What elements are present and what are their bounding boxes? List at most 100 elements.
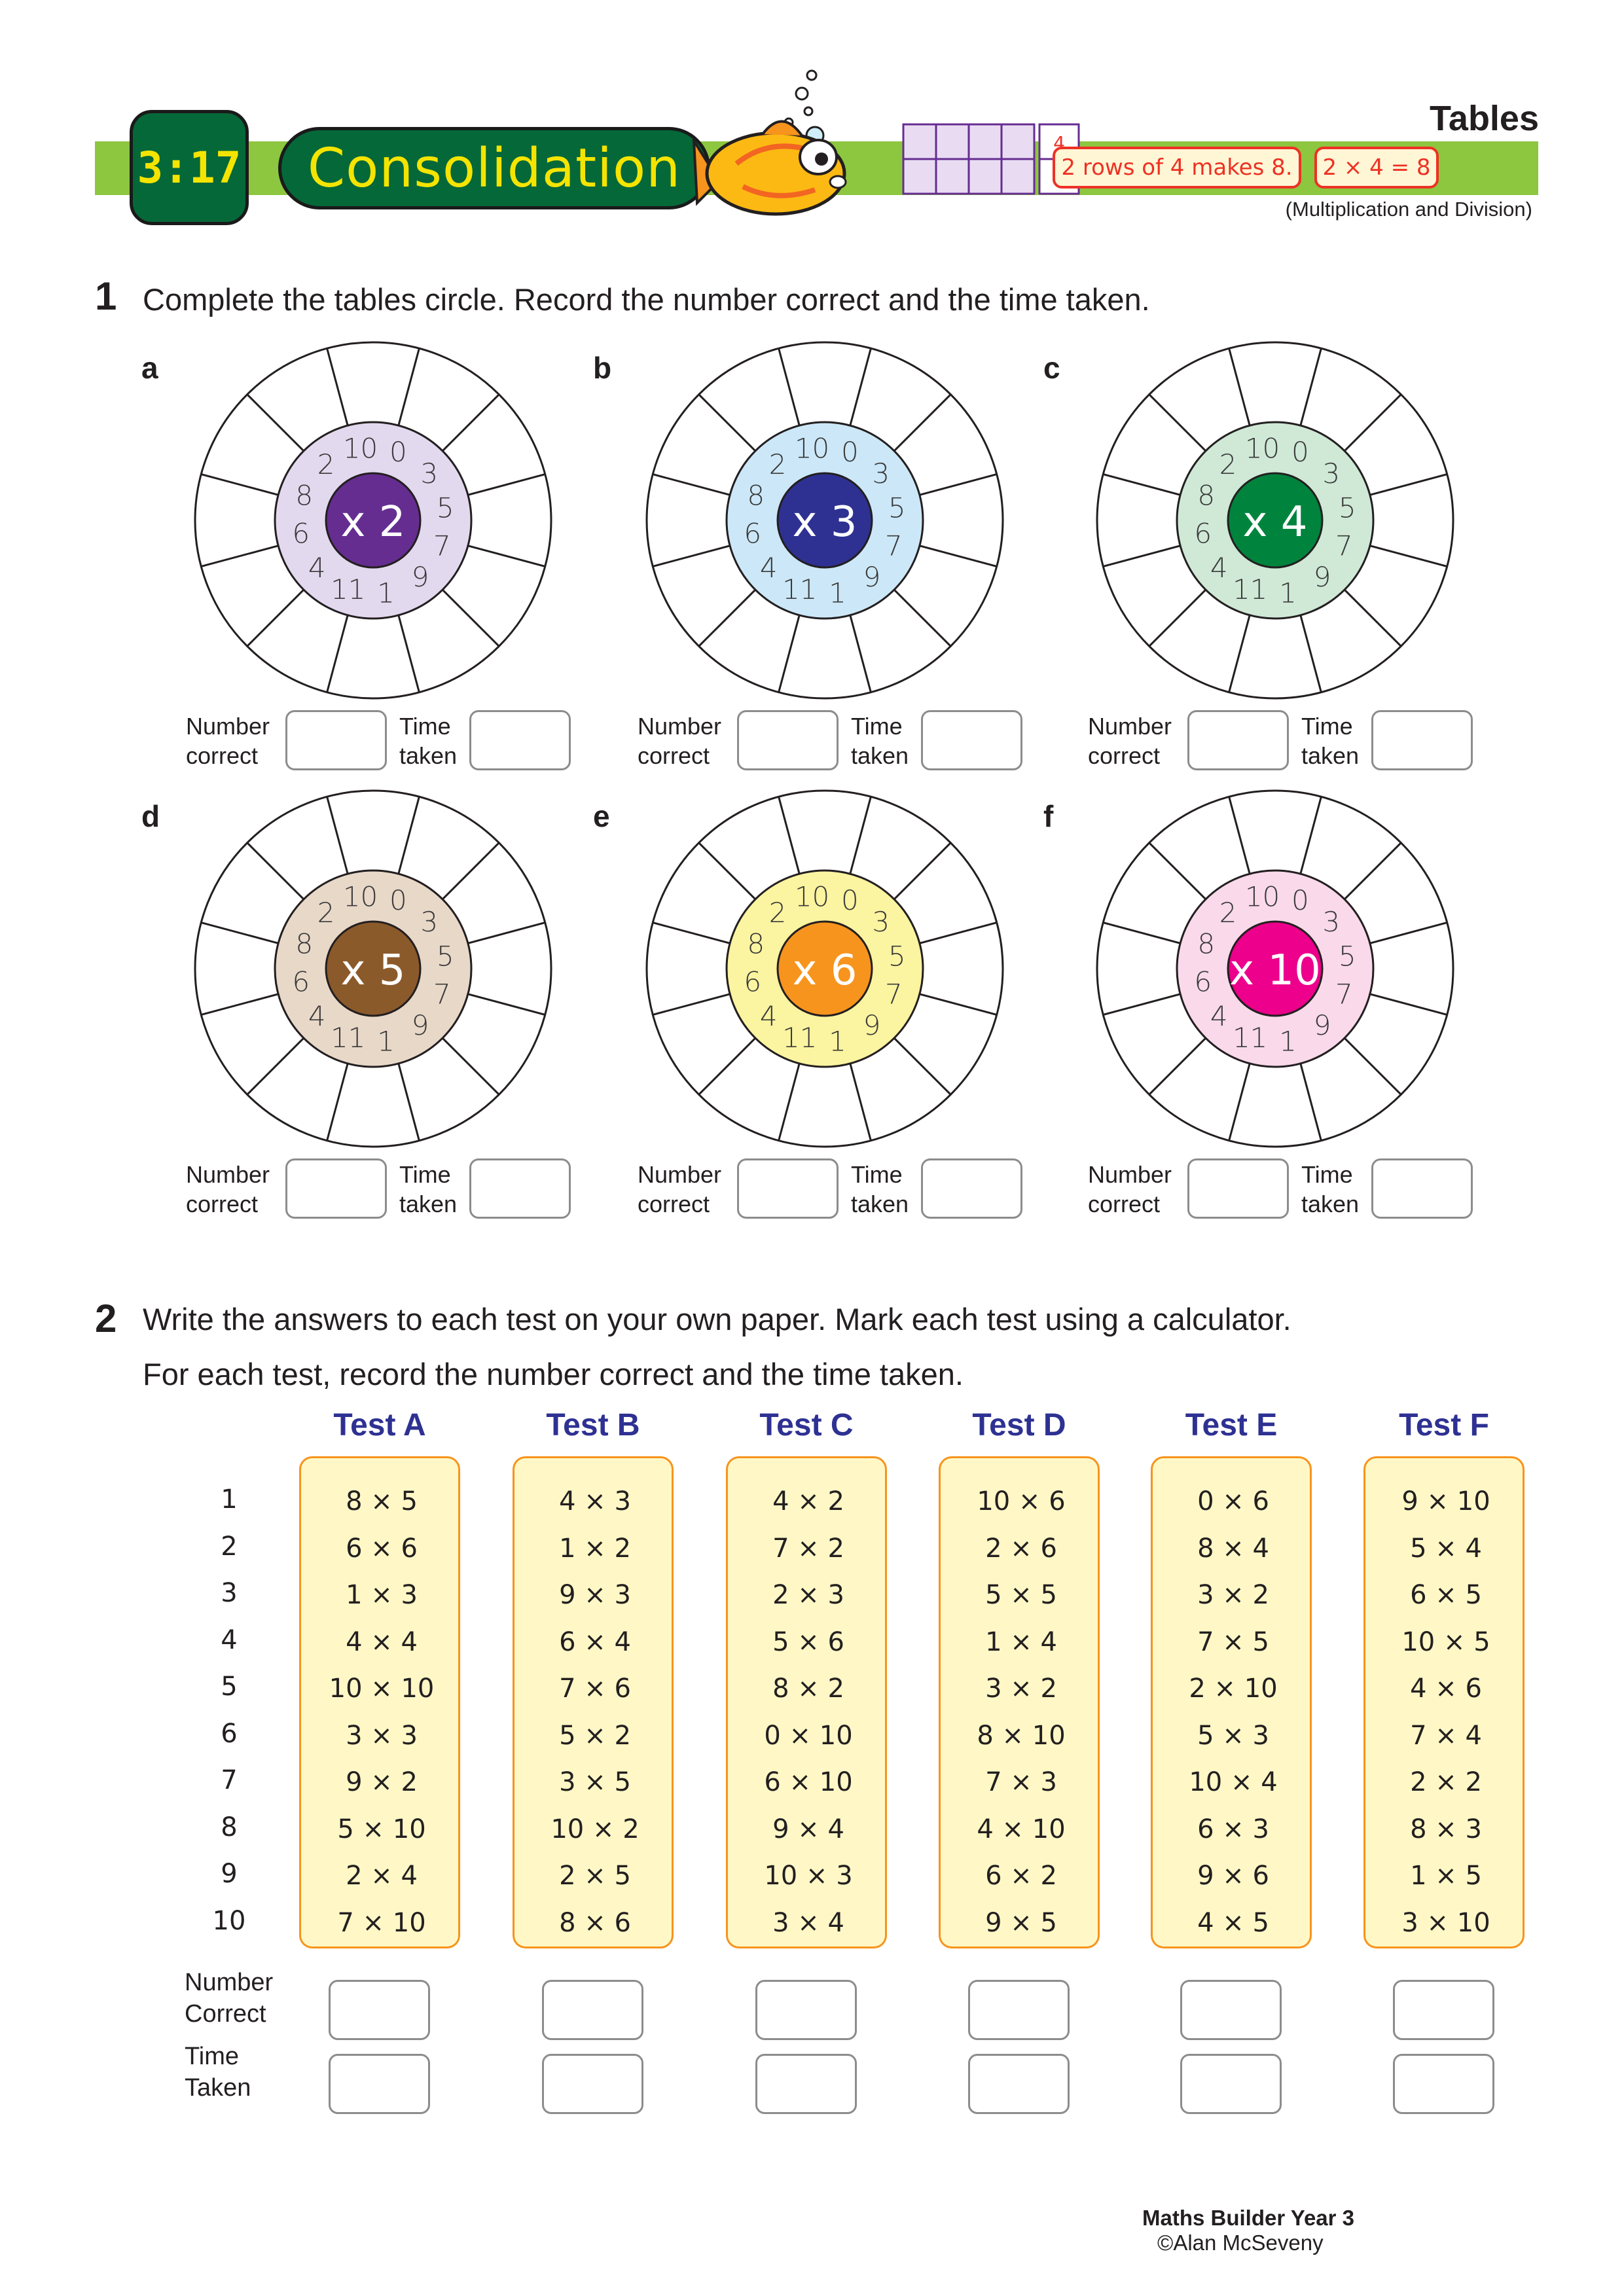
number-correct-box[interactable] [1393, 1980, 1494, 2040]
answer-cell-divider [1102, 993, 1181, 1016]
time-taken-box[interactable] [1371, 1158, 1473, 1219]
ring-number: 10 [343, 433, 378, 465]
time-taken-label: Time taken [399, 713, 458, 769]
test-question: 0 × 6 [1197, 1486, 1269, 1516]
ring-number: 4 [308, 1000, 326, 1032]
test-question: 3 × 2 [985, 1674, 1057, 1704]
answer-cell-divider [1344, 589, 1402, 647]
answer-cell-divider [1228, 796, 1251, 874]
ring-number: 6 [1194, 517, 1212, 549]
time-taken-box[interactable] [1180, 2054, 1282, 2114]
row-number: 6 [221, 1718, 238, 1749]
test-question: 2 × 10 [1189, 1674, 1278, 1704]
test-question: 5 × 2 [559, 1720, 631, 1751]
test-question: 10 × 6 [977, 1486, 1066, 1516]
number-correct-box[interactable] [542, 1980, 643, 2040]
ring-number: 11 [1233, 573, 1267, 605]
answer-cell-divider [849, 348, 872, 426]
ring-number: 11 [1233, 1022, 1267, 1054]
answer-cell-divider [397, 1063, 420, 1141]
number-correct-box[interactable] [285, 710, 387, 770]
ring-number: 10 [1245, 881, 1280, 913]
time-taken-box[interactable] [968, 2054, 1070, 2114]
answer-cell-divider [1148, 842, 1206, 900]
test-question: 2 × 3 [772, 1580, 844, 1610]
number-correct-box[interactable] [737, 1158, 839, 1219]
ring-number: 3 [420, 457, 438, 490]
ring-number: 7 [1335, 978, 1353, 1010]
example-chip-equation: 2 × 4 = 8 [1314, 147, 1439, 188]
row-number: 10 [212, 1905, 246, 1936]
wheel-label: a [141, 351, 158, 385]
time-taken-box[interactable] [542, 2054, 643, 2114]
time-taken-box[interactable] [329, 2054, 430, 2114]
time-taken-box[interactable] [1371, 710, 1473, 770]
ring-number: 6 [744, 965, 761, 997]
ring-number: 11 [331, 573, 365, 605]
answer-cell-divider [200, 922, 279, 944]
wheel-label: f [1043, 799, 1054, 833]
number-correct-box[interactable] [1180, 1980, 1282, 2040]
answer-cell-divider [1369, 473, 1448, 496]
test-question: 2 × 6 [985, 1533, 1057, 1564]
test-question: 10 × 5 [1401, 1626, 1490, 1657]
ring-number: 0 [841, 436, 859, 468]
answer-cell-divider [893, 842, 952, 900]
time-taken-box[interactable] [921, 710, 1022, 770]
answer-cell-divider [849, 1063, 872, 1141]
row-number: 5 [221, 1672, 238, 1702]
answer-cell-divider [246, 393, 304, 452]
test-question: 9 × 5 [985, 1907, 1057, 1938]
answer-cell-divider [442, 1037, 500, 1096]
number-correct-box[interactable] [285, 1158, 387, 1219]
test-question: 10 × 2 [550, 1814, 640, 1844]
answer-cell-divider [652, 922, 731, 944]
test-title: Test B [546, 1408, 640, 1443]
question-1-text: Complete the tables circle. Record the n… [143, 282, 1150, 317]
time-taken-box[interactable] [921, 1158, 1022, 1219]
answer-cell-divider [1344, 1037, 1402, 1096]
number-correct-box[interactable] [329, 1980, 430, 2040]
answer-cell-divider [1102, 473, 1181, 496]
row-number: 9 [221, 1859, 238, 1889]
ring-number: 3 [1322, 906, 1340, 938]
answer-cell-divider [1369, 993, 1448, 1016]
number-correct-label: Number correct [638, 713, 722, 769]
test-question: 0 × 10 [764, 1720, 853, 1751]
answer-cell-divider [467, 922, 546, 944]
test-question: 6 × 10 [764, 1767, 853, 1797]
number-correct-box[interactable] [1187, 1158, 1289, 1219]
answer-cell-divider [397, 615, 420, 693]
time-taken-box[interactable] [469, 710, 571, 770]
test-question: 1 × 4 [985, 1626, 1057, 1657]
answer-cell-divider [442, 589, 500, 647]
answer-cell-divider [1299, 1063, 1322, 1141]
ring-number: 6 [292, 965, 310, 997]
subtitle: (Multiplication and Division) [1285, 198, 1532, 221]
number-correct-box[interactable] [968, 1980, 1070, 2040]
answer-cell-divider [1344, 393, 1402, 452]
multiplier-text: x 2 [341, 498, 406, 547]
time-taken-box[interactable] [469, 1158, 571, 1219]
ring-number: 9 [863, 561, 881, 593]
number-correct-box[interactable] [737, 710, 839, 770]
answer-cell-divider [849, 796, 872, 874]
ring-number: 1 [1279, 577, 1297, 609]
test-question: 5 × 6 [772, 1626, 844, 1657]
answer-cell-divider [1102, 922, 1181, 944]
time-taken-label: Time taken [1301, 713, 1360, 769]
time-taken-box[interactable] [755, 2054, 857, 2114]
number-correct-label: Number Correct [185, 1969, 274, 2028]
number-correct-box[interactable] [755, 1980, 857, 2040]
number-correct-label: Number correct [1088, 713, 1172, 769]
number-correct-box[interactable] [1187, 710, 1289, 770]
answer-cell-divider [1228, 348, 1251, 426]
answer-cell-divider [326, 348, 349, 426]
multiplier-center [776, 920, 873, 1017]
answer-cell-divider [1148, 393, 1206, 452]
time-taken-box[interactable] [1393, 2054, 1494, 2114]
test-question: 7 × 5 [1197, 1626, 1269, 1657]
ring-number: 8 [295, 480, 313, 512]
